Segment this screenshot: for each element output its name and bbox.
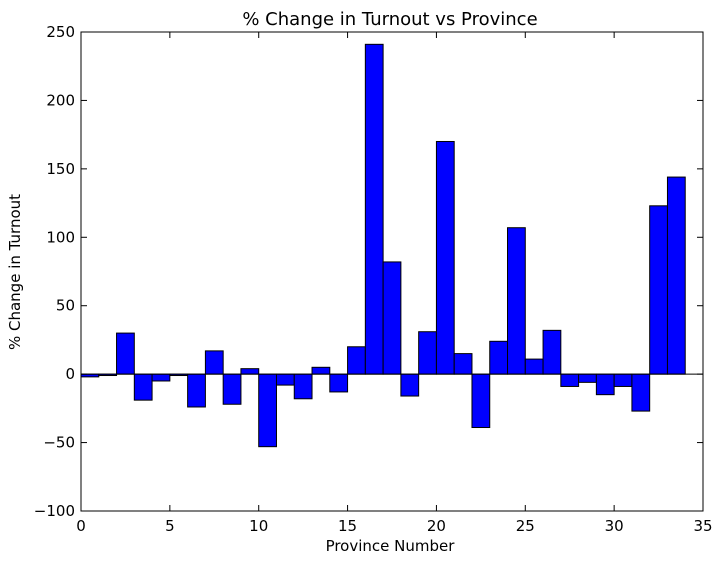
bar-province-11: [275, 373, 295, 386]
bars-group: [80, 43, 686, 448]
bar-province-19: [418, 331, 437, 375]
y-axis-label: % Change in Turnout: [6, 194, 24, 350]
x-tick-label: 10: [249, 517, 268, 535]
bar-province-6: [187, 373, 206, 408]
bar-province-10: [258, 373, 277, 448]
bar-province-14: [329, 373, 349, 393]
bar-province-26: [542, 329, 562, 375]
bar-province-27: [560, 373, 580, 387]
x-tick-label: 0: [76, 517, 86, 535]
x-tick-label: 35: [693, 517, 712, 535]
y-tick-label: 250: [46, 23, 75, 41]
chart-title: % Change in Turnout vs Province: [242, 9, 537, 30]
bar-province-13: [311, 366, 331, 375]
bar-province-28: [578, 373, 597, 383]
bar-province-30: [613, 373, 633, 387]
bar-province-22: [471, 373, 491, 429]
bar-province-23: [489, 340, 509, 375]
y-tick-label: 150: [46, 160, 75, 178]
bar-province-12: [293, 373, 313, 400]
bar-province-8: [222, 373, 242, 405]
x-tick-label: 30: [605, 517, 624, 535]
bar-province-4: [151, 373, 171, 382]
y-tick-label: 50: [56, 297, 75, 315]
bar-province-7: [204, 350, 224, 375]
y-tick-label: −50: [43, 434, 75, 452]
bar-province-15: [347, 346, 366, 375]
bar-province-3: [133, 373, 153, 401]
bar-province-29: [595, 373, 615, 396]
y-tick-label: 200: [46, 91, 75, 109]
bar-province-24: [507, 227, 526, 375]
x-tick-label: 15: [338, 517, 357, 535]
bar-province-25: [524, 358, 544, 375]
bar-province-31: [631, 373, 651, 412]
bar-province-17: [382, 261, 402, 375]
y-tick-label: −100: [34, 502, 75, 520]
x-axis-label: Province Number: [326, 537, 456, 555]
bar-province-9: [240, 368, 260, 375]
bar-province-21: [453, 353, 473, 375]
x-tick-label: 25: [516, 517, 535, 535]
x-tick-label: 20: [427, 517, 446, 535]
bar-province-2: [116, 332, 135, 375]
bar-province-33: [666, 176, 686, 375]
x-axis-ticks: 0 5 10 15 20 25 30 35: [76, 32, 713, 535]
y-tick-label: 0: [65, 365, 75, 383]
bar-province-20: [435, 140, 455, 375]
y-tick-label: 100: [46, 228, 75, 246]
y-axis-ticks: −100 −50 0 50 100 150 200 250: [34, 23, 703, 520]
bar-province-18: [400, 373, 420, 397]
bar-province-32: [649, 205, 668, 375]
x-tick-label: 5: [165, 517, 175, 535]
bar-province-16: [364, 43, 384, 375]
plot-frame: [80, 31, 704, 512]
